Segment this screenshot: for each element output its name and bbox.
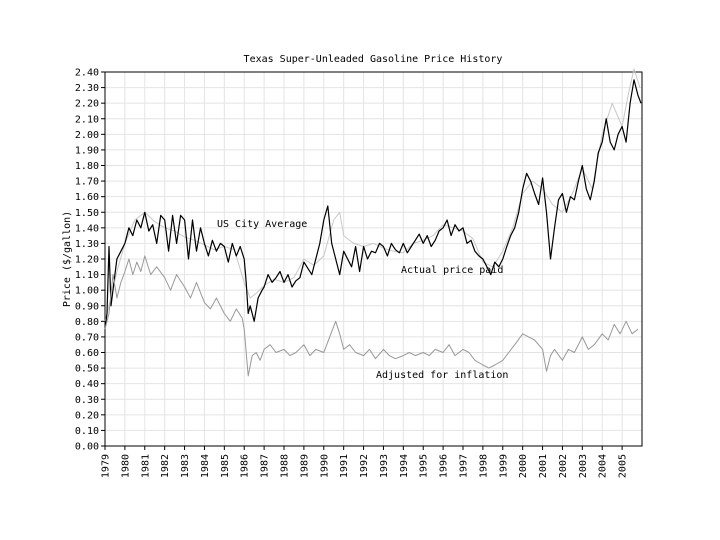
x-tick-label: 1992 xyxy=(359,454,370,478)
y-tick-label: 0.20 xyxy=(75,410,99,421)
y-axis-label: Price ($/gallon) xyxy=(62,211,73,307)
y-tick-label: 1.20 xyxy=(75,255,99,266)
x-tick-label: 1998 xyxy=(478,454,489,478)
chart-title: Texas Super-Unleaded Gasoline Price Hist… xyxy=(244,54,503,65)
x-tick-label: 2000 xyxy=(518,454,529,478)
y-tick-label: 2.30 xyxy=(75,83,99,94)
annotation-actual-price-paid: Actual price paid xyxy=(401,265,503,276)
y-tick-label: 0.80 xyxy=(75,317,99,328)
x-tick-label: 2002 xyxy=(558,454,569,478)
x-tick-label: 1987 xyxy=(260,454,271,478)
y-tick-label: 2.10 xyxy=(75,114,99,125)
y-tick-label: 0.70 xyxy=(75,332,99,343)
x-tick-label: 1995 xyxy=(419,454,430,478)
y-tick-label: 1.30 xyxy=(75,239,99,250)
x-axis: 1979 1980 1981 1982 1983 1984 1985 1986 1987 1988… xyxy=(101,446,629,478)
x-tick-label: 1986 xyxy=(240,454,251,478)
y-tick-label: 0.30 xyxy=(75,395,99,406)
y-tick-label: 0.00 xyxy=(75,442,99,453)
x-tick-label: 1989 xyxy=(299,454,310,478)
annotations-group: US City Average Actual price paid Adjust… xyxy=(217,219,508,381)
x-tick-label: 2003 xyxy=(578,454,589,478)
x-tick-label: 1980 xyxy=(120,454,131,478)
x-tick-label: 1996 xyxy=(439,454,450,478)
x-tick-label: 2001 xyxy=(538,454,549,478)
x-tick-label: 2004 xyxy=(598,454,609,478)
y-tick-label: 1.00 xyxy=(75,286,99,297)
x-tick-label: 1993 xyxy=(379,454,390,478)
series-group xyxy=(104,68,642,377)
x-tick-label: 1985 xyxy=(220,454,231,478)
y-axis: 0.00 0.10 0.20 0.30 0.40 0.50 0.60 0.70 0.80 0.90… xyxy=(75,68,105,453)
series-line-adjusted-for-inflation xyxy=(104,255,639,377)
x-tick-label: 1982 xyxy=(160,454,171,478)
grid-group xyxy=(104,71,642,447)
y-tick-label: 1.40 xyxy=(75,223,99,234)
y-tick-label: 2.00 xyxy=(75,130,99,141)
y-tick-label: 0.40 xyxy=(75,379,99,390)
y-tick-label: 1.10 xyxy=(75,270,99,281)
y-tick-label: 1.50 xyxy=(75,208,99,219)
x-tick-label: 1999 xyxy=(498,454,509,478)
x-tick-label: 1984 xyxy=(200,454,211,478)
y-tick-label: 1.70 xyxy=(75,177,99,188)
series-line-us-city-average xyxy=(104,68,641,322)
y-tick-label: 0.60 xyxy=(75,348,99,359)
y-tick-label: 1.80 xyxy=(75,161,99,172)
x-tick-label: 1991 xyxy=(339,454,350,478)
y-tick-label: 2.20 xyxy=(75,99,99,110)
y-tick-label: 1.60 xyxy=(75,192,99,203)
x-tick-label: 1994 xyxy=(399,454,410,478)
y-tick-label: 1.90 xyxy=(75,145,99,156)
y-tick-label: 0.90 xyxy=(75,301,99,312)
x-tick-label: 1997 xyxy=(459,454,470,478)
x-tick-label: 1981 xyxy=(140,454,151,478)
series-line-actual-price-paid xyxy=(104,79,642,330)
y-tick-label: 2.40 xyxy=(75,68,99,79)
annotation-us-city-average: US City Average xyxy=(217,219,307,230)
annotation-adjusted-for-inflation: Adjusted for inflation xyxy=(376,370,508,381)
x-tick-label: 1988 xyxy=(280,454,291,478)
x-tick-label: 1990 xyxy=(319,454,330,478)
x-tick-label: 2005 xyxy=(618,454,629,478)
y-tick-label: 0.50 xyxy=(75,364,99,375)
x-tick-label: 1979 xyxy=(101,454,112,478)
y-tick-label: 0.10 xyxy=(75,426,99,437)
x-tick-label: 1983 xyxy=(180,454,191,478)
